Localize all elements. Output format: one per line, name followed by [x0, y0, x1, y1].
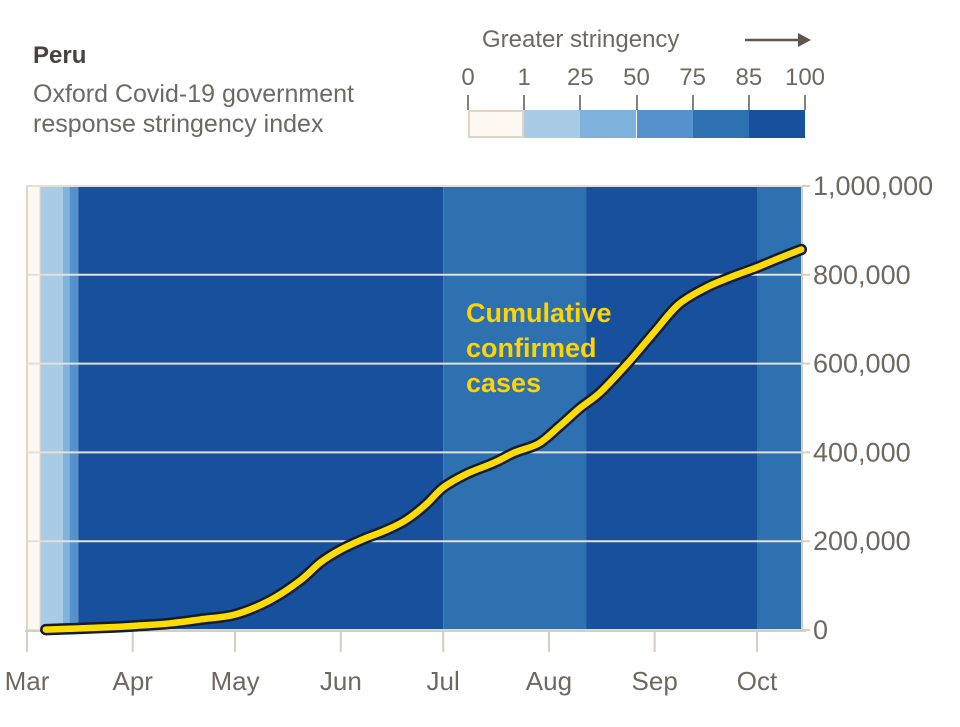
x-tick-label: Sep — [632, 666, 678, 696]
legend-scale-tick — [467, 95, 469, 110]
x-tick-label: Apr — [113, 666, 154, 696]
legend-scale-label: 75 — [679, 64, 707, 91]
cases-annotation-line: cases — [466, 368, 542, 398]
stringency-band-50-75 — [69, 186, 79, 630]
x-tick-label: Jun — [320, 666, 362, 696]
y-tick-label: 200,000 — [813, 526, 911, 556]
legend-scale-tick — [523, 95, 526, 110]
cases-annotation-line: confirmed — [466, 333, 597, 363]
y-tick-label: 1,000,000 — [813, 171, 933, 201]
legend-scale: 0 1 25 50 75 85 100 — [461, 64, 825, 138]
x-tick-label: Oct — [737, 666, 778, 696]
legend-scale-label: 0 — [461, 64, 475, 91]
stringency-bands — [26, 185, 801, 631]
legend-swatch-1-25 — [524, 110, 581, 138]
cases-annotation-line: Cumulative — [466, 298, 612, 328]
stringency-band-1-25 — [40, 186, 63, 630]
y-axis: 0 200,000 400,000 600,000 800,000 1,000,000 — [25, 171, 933, 645]
legend-swatch-25-50 — [580, 110, 637, 138]
legend-scale-label: 50 — [623, 64, 650, 91]
legend-scale-label: 25 — [566, 64, 594, 91]
legend-scale-tick — [579, 95, 582, 110]
y-tick-label: 0 — [813, 615, 828, 645]
chart-subtitle-line2: response stringency index — [33, 110, 324, 138]
y-tick-label: 800,000 — [813, 260, 911, 290]
greater-stringency-arrow-icon — [745, 33, 811, 47]
legend-swatch-50-75 — [636, 110, 693, 138]
cases-annotation: Cumulative confirmed cases — [466, 296, 612, 401]
legend-scale-label: 85 — [735, 64, 763, 91]
legend-scale-label: 100 — [784, 64, 826, 91]
y-tick-label: 400,000 — [813, 437, 911, 467]
x-tick-label: Mar — [5, 666, 50, 696]
stringency-band-25-50 — [62, 186, 70, 630]
x-axis: Mar Apr May Jun Jul Aug Sep Oct — [5, 632, 778, 696]
x-tick-label: Aug — [526, 666, 572, 696]
cases-line — [40, 243, 808, 636]
arrow-head — [798, 33, 811, 47]
legend-scale-tick — [804, 95, 806, 110]
x-tick-label: May — [211, 666, 260, 696]
stringency-legend: Greater stringency 0 1 25 50 75 85 100 — [0, 0, 960, 150]
legend-scale-tick — [747, 95, 750, 110]
cases-line-stroke — [42, 246, 805, 633]
stringency-band-85-100 — [586, 186, 757, 630]
legend-swatch-75-85 — [692, 110, 749, 138]
title-block: Peru Oxford Covid-19 government response… — [33, 42, 354, 139]
stringency-band-0 — [26, 185, 42, 631]
stringency-band-75-85 — [443, 186, 587, 630]
legend-swatch-0-1 — [468, 110, 525, 138]
x-tick-label: Jul — [427, 666, 460, 696]
y-tick-label: 600,000 — [813, 349, 911, 379]
legend-scale-label: 1 — [517, 64, 531, 91]
chart-title: Peru — [33, 42, 87, 69]
legend-title: Greater stringency — [482, 26, 680, 53]
chart-subtitle-line1: Oxford Covid-19 government — [33, 80, 354, 108]
legend-scale-tick — [635, 95, 638, 110]
stringency-band-85-100 — [78, 186, 444, 630]
legend-scale-tick — [691, 95, 694, 110]
legend-swatch-85-100 — [748, 110, 805, 138]
